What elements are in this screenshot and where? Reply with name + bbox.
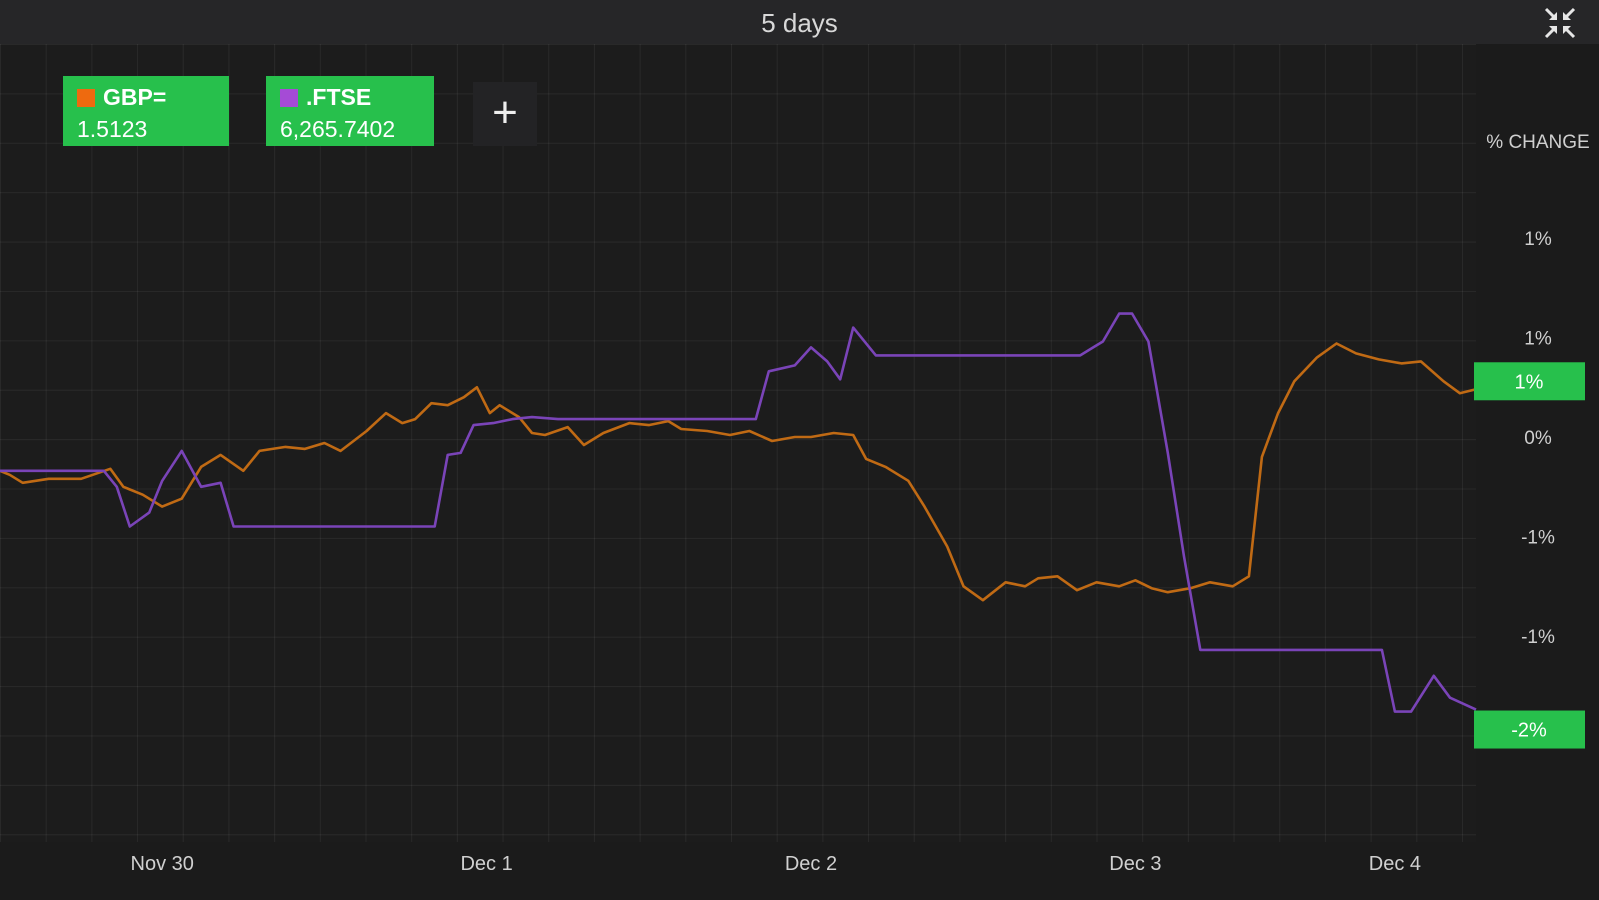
x-tick-label: Dec 3 — [1109, 853, 1161, 875]
value-badge — [1474, 362, 1585, 401]
x-tick-label: Dec 1 — [460, 853, 512, 875]
y-tick-label: 1% — [1524, 229, 1552, 250]
x-tick-label: Dec 2 — [785, 853, 837, 875]
x-axis-panel — [0, 842, 1599, 900]
y-tick-label: 0% — [1524, 428, 1552, 449]
x-tick-label: Dec 4 — [1369, 853, 1421, 875]
y-tick-label: -1% — [1521, 627, 1555, 648]
legend-swatch — [280, 89, 298, 107]
plot-area[interactable] — [0, 44, 1476, 842]
legend-tile-ftse[interactable]: .FTSE 6,265.7402 — [266, 76, 434, 146]
legend-name: .FTSE — [306, 84, 372, 110]
value-badge-label: 1% — [1515, 371, 1544, 393]
series-line-gbp — [0, 342, 1477, 602]
x-tick-label: Nov 30 — [131, 853, 194, 875]
legend-tile-gbp[interactable]: GBP= 1.5123 — [63, 76, 229, 146]
y-axis-panel — [1476, 44, 1599, 842]
y-tick-label: 1% — [1524, 329, 1552, 350]
legend-value: 1.5123 — [77, 116, 148, 142]
add-series-button[interactable]: + — [473, 82, 537, 146]
legend-name: GBP= — [103, 84, 167, 110]
plus-icon: + — [492, 88, 518, 137]
series-line-ftse — [0, 312, 1477, 713]
value-badge — [1474, 710, 1585, 749]
legend-swatch — [77, 89, 95, 107]
y-axis-title: % CHANGE — [1486, 132, 1589, 153]
legend-value: 6,265.7402 — [280, 116, 396, 142]
value-badge-label: -2% — [1511, 720, 1547, 742]
collapse-arrows-icon[interactable] — [1543, 6, 1577, 40]
y-tick-label: -1% — [1521, 528, 1555, 549]
chart-title: 5 days — [761, 8, 838, 38]
